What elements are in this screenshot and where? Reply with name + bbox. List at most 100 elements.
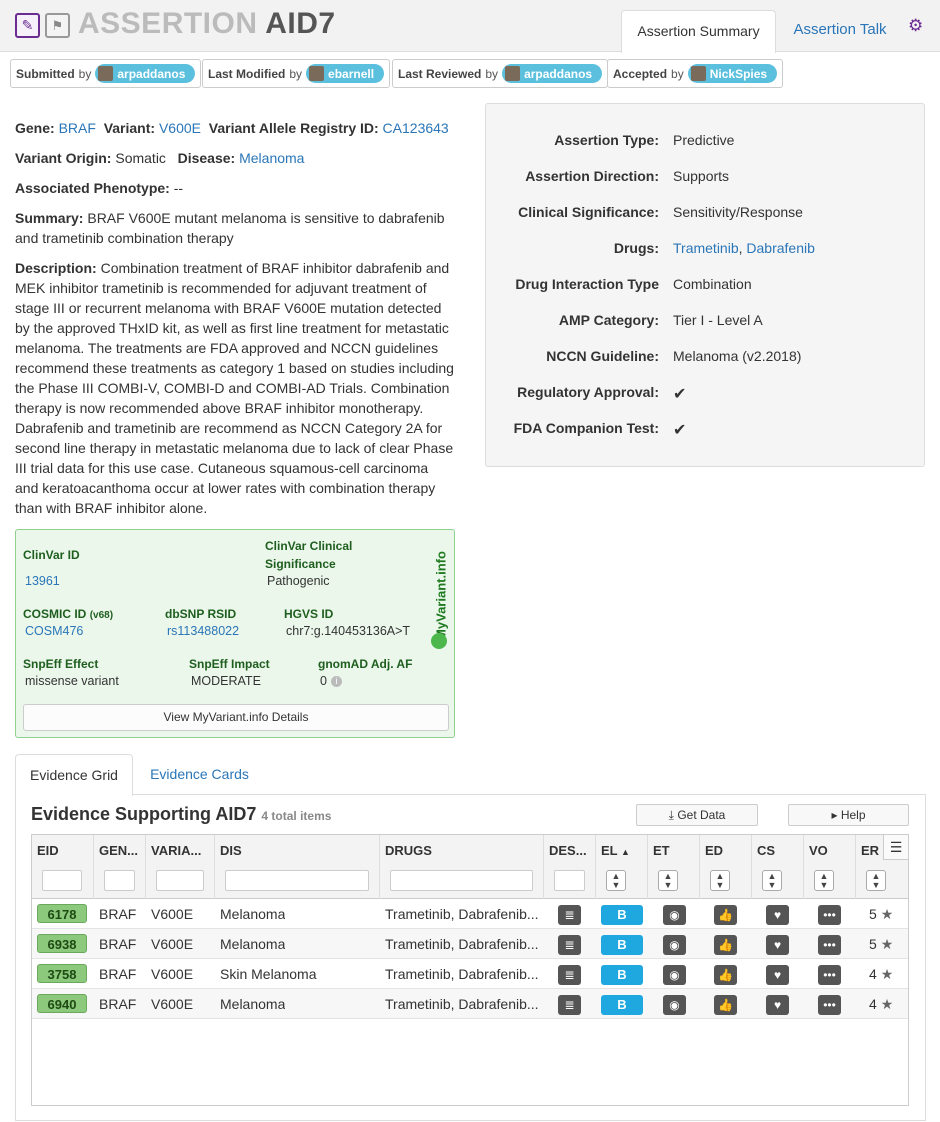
description-cell[interactable]: ≣	[558, 959, 581, 989]
gene-cell: BRAF	[99, 966, 137, 982]
description-cell[interactable]: ≣	[558, 929, 581, 959]
rating-cell: 5 ★	[869, 899, 893, 929]
eid-cell[interactable]: 6938	[37, 929, 87, 959]
interaction-value: Combination	[673, 276, 752, 292]
filter-input[interactable]	[156, 870, 204, 891]
column-header-gene[interactable]: GEN...	[94, 835, 146, 899]
sort-select[interactable]: ▲ ▼	[866, 870, 886, 891]
column-label: DRUGS	[385, 843, 432, 858]
description-icon[interactable]: ≣	[558, 995, 581, 1016]
user-badge[interactable]: ebarnell	[306, 64, 385, 83]
eid-cell[interactable]: 6940	[37, 989, 87, 1019]
user-badge[interactable]: NickSpies	[687, 64, 778, 83]
tab-evidence-grid[interactable]: Evidence Grid	[15, 754, 133, 796]
column-header-variant[interactable]: VARIA...	[146, 835, 215, 899]
activity-last-reviewed: Last Reviewed by arpaddanos	[392, 59, 609, 88]
eid-cell[interactable]: 6178	[37, 899, 87, 929]
gnomad-label: gnomAD Adj. AF	[318, 657, 413, 671]
cosmic-link[interactable]: COSM476	[25, 624, 84, 638]
eid-badge[interactable]: 3758	[37, 964, 87, 983]
column-header-er[interactable]: ER ▲ ▼ ☰	[856, 835, 908, 899]
dbsnp-link[interactable]: rs113488022	[167, 624, 240, 638]
snpeff-effect-label: SnpEff Effect	[23, 657, 99, 671]
significance-cell: ♥	[766, 929, 789, 959]
rating-value: 5	[869, 906, 877, 922]
sort-select[interactable]: ▲ ▼	[762, 870, 782, 891]
user-badge[interactable]: arpaddanos	[95, 64, 196, 83]
help-button[interactable]: ▸ Help	[788, 804, 909, 826]
help-label: Help	[840, 808, 866, 822]
activity-by: by	[78, 66, 92, 81]
filter-input[interactable]	[104, 870, 135, 891]
column-header-eid[interactable]: EID	[32, 835, 94, 899]
phenotype-line: Associated Phenotype: --	[15, 178, 183, 198]
tab-assertion-summary[interactable]: Assertion Summary	[621, 10, 776, 53]
sort-select[interactable]: ▲ ▼	[606, 870, 626, 891]
title-id: AID7	[265, 7, 336, 40]
description-cell[interactable]: ≣	[558, 899, 581, 929]
description-icon[interactable]: ≣	[558, 905, 581, 926]
registry-link[interactable]: CA123643	[382, 120, 449, 136]
column-header-description[interactable]: DES...	[544, 835, 596, 899]
table-row[interactable]: 3758 BRAF V600E Skin Melanoma Trametinib…	[32, 959, 908, 989]
nccn-value: Melanoma (v2.2018)	[673, 348, 802, 364]
get-data-button[interactable]: ⤓ Get Data	[636, 804, 758, 826]
view-myvariant-button[interactable]: View MyVariant.info Details	[23, 704, 449, 731]
level-badge: B	[601, 995, 643, 1016]
drug-link-trametinib[interactable]: Trametinib	[673, 240, 739, 256]
filter-input[interactable]	[225, 870, 369, 891]
phenotype-value: --	[173, 180, 184, 196]
column-header-el[interactable]: EL ▲ ▲ ▼	[596, 835, 648, 899]
flag-icon[interactable]: ⚑	[45, 13, 70, 38]
menu-icon[interactable]: ☰	[883, 835, 908, 860]
star-icon: ★	[880, 966, 894, 982]
drugs-cell: Trametinib, Dabrafenib...	[385, 906, 539, 922]
filter-input[interactable]	[554, 870, 585, 891]
assertion-type-value: Predictive	[673, 132, 735, 148]
column-header-et[interactable]: ET ▲ ▼	[648, 835, 700, 899]
ellipsis-icon: •••	[818, 905, 841, 926]
column-header-vo[interactable]: VO ▲ ▼	[804, 835, 856, 899]
sort-select[interactable]: ▲ ▼	[710, 870, 730, 891]
tab-evidence-cards[interactable]: Evidence Cards	[150, 766, 249, 782]
gene-label: Gene:	[15, 120, 55, 136]
pencil-icon[interactable]: ✎	[15, 13, 40, 38]
variant-link[interactable]: V600E	[158, 120, 201, 136]
eid-cell[interactable]: 3758	[37, 959, 87, 989]
eid-badge[interactable]: 6938	[37, 934, 87, 953]
variant-label: Variant:	[103, 120, 156, 136]
clinvar-id-link[interactable]: 13961	[25, 574, 60, 588]
column-header-disease[interactable]: DIS	[215, 835, 380, 899]
gene-link[interactable]: BRAF	[58, 120, 96, 136]
eid-badge[interactable]: 6178	[37, 904, 87, 923]
table-row[interactable]: 6938 BRAF V600E Melanoma Trametinib, Dab…	[32, 929, 908, 959]
gear-icon[interactable]: ⚙	[908, 16, 924, 35]
user-name: NickSpies	[709, 66, 768, 81]
rating-value: 4	[869, 996, 877, 1012]
disease-link[interactable]: Melanoma	[239, 150, 305, 166]
assertion-type-row: Assertion Type: Predictive	[486, 132, 926, 154]
tab-assertion-talk[interactable]: Assertion Talk	[793, 21, 887, 38]
drug-link-dabrafenib[interactable]: Dabrafenib	[746, 240, 815, 256]
filter-input[interactable]	[390, 870, 533, 891]
description-cell[interactable]: ≣	[558, 989, 581, 1019]
eye-icon: ◉	[663, 995, 686, 1016]
column-header-drugs[interactable]: DRUGS	[380, 835, 544, 899]
ellipsis-icon: •••	[818, 995, 841, 1016]
filter-input[interactable]	[42, 870, 82, 891]
table-row[interactable]: 6178 BRAF V600E Melanoma Trametinib, Dab…	[32, 899, 908, 929]
disease-cell: Melanoma	[220, 936, 286, 952]
table-row[interactable]: 6940 BRAF V600E Melanoma Trametinib, Dab…	[32, 989, 908, 1019]
description-icon[interactable]: ≣	[558, 935, 581, 956]
sort-select[interactable]: ▲ ▼	[658, 870, 678, 891]
info-icon[interactable]: i	[330, 676, 342, 687]
description-icon[interactable]: ≣	[558, 965, 581, 986]
sort-select[interactable]: ▲ ▼	[814, 870, 834, 891]
column-header-cs[interactable]: CS ▲ ▼	[752, 835, 804, 899]
user-badge[interactable]: arpaddanos	[502, 64, 603, 83]
summary-text: BRAF V600E mutant melanoma is sensitive …	[15, 210, 445, 246]
level-badge: B	[601, 905, 643, 926]
column-header-ed[interactable]: ED ▲ ▼	[700, 835, 752, 899]
column-label: EL ▲	[601, 843, 630, 858]
eid-badge[interactable]: 6940	[37, 994, 87, 1013]
